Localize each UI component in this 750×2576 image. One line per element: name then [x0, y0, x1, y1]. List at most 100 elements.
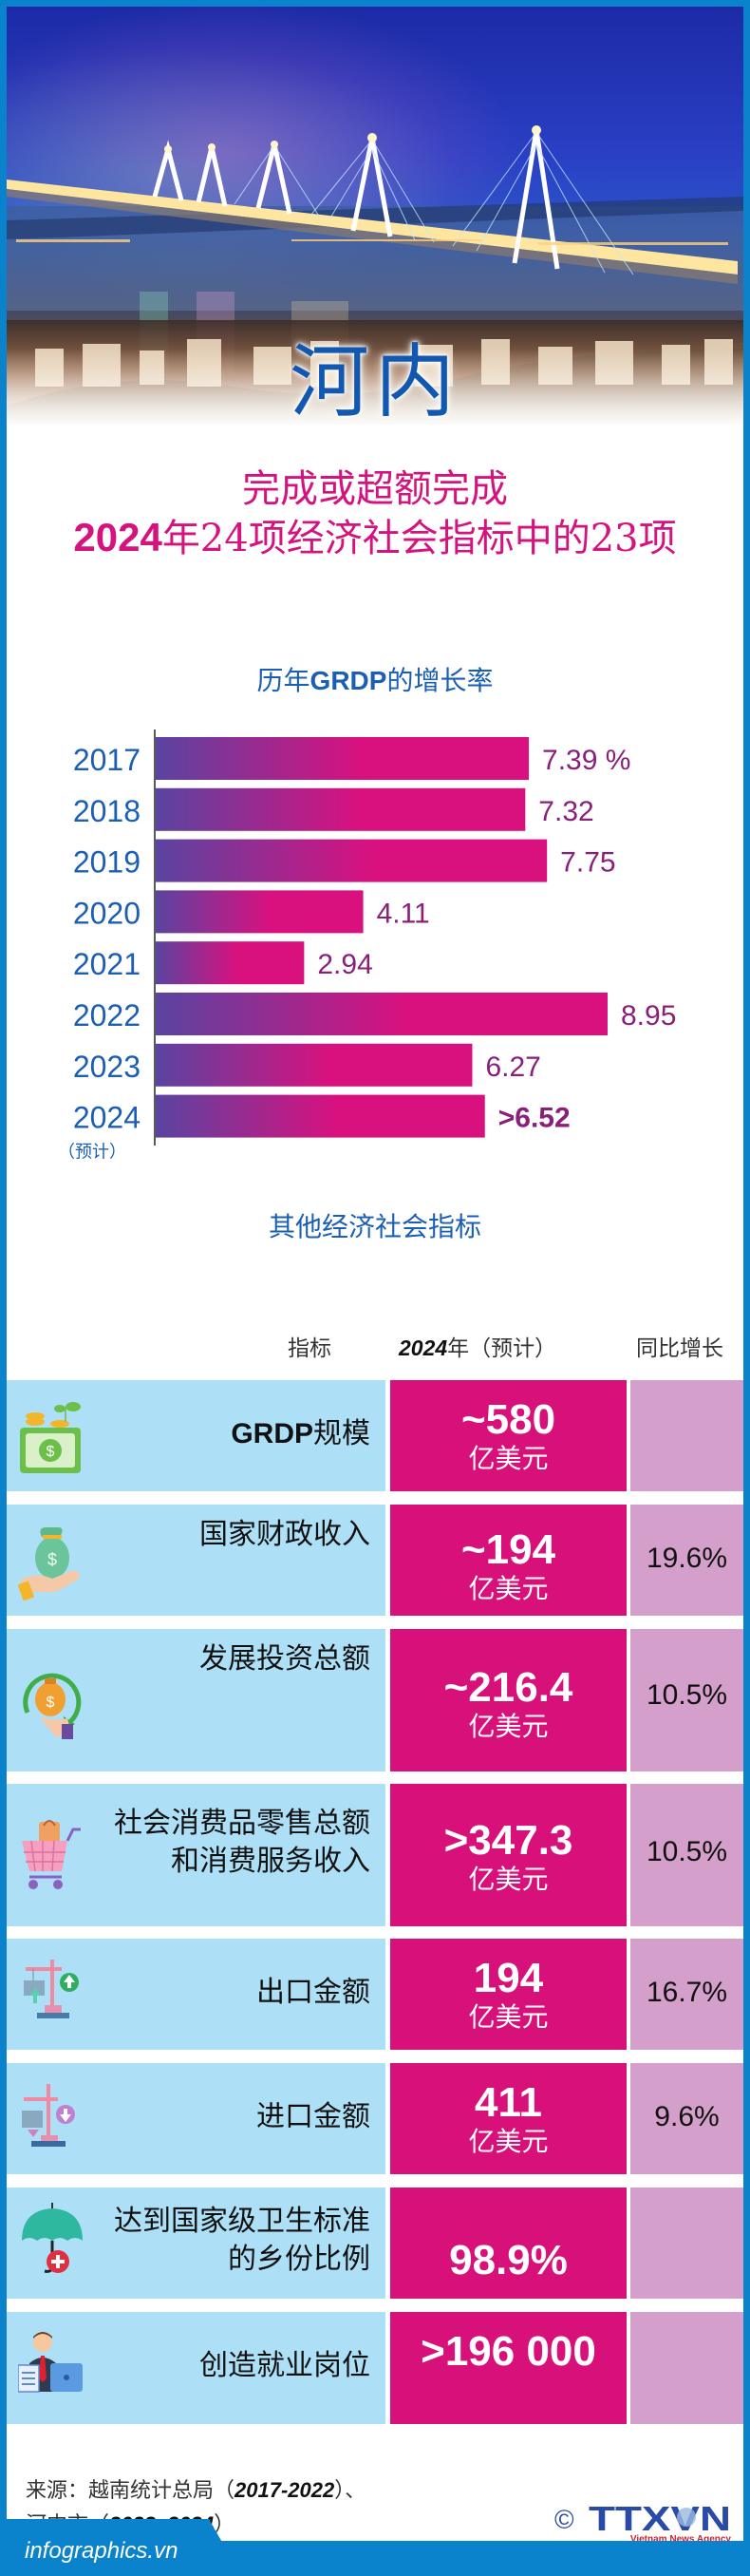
chart-title-bold: GRDP: [309, 666, 387, 695]
yoy-cell: [630, 1380, 743, 1491]
chart-title-suffix: 的增长率: [386, 665, 494, 696]
value: >347.3: [443, 1817, 573, 1864]
value: 411: [475, 2079, 542, 2126]
source-line2-suffix: ）: [214, 2513, 235, 2537]
header-indicator: 指标: [288, 1336, 331, 1361]
subtitle-line2: 2024年24项经济社会指标中的23项: [7, 507, 743, 562]
bar-2023: [156, 1043, 473, 1087]
chart-title-prefix: 历年: [256, 665, 310, 696]
unit: 亿美元: [468, 2001, 549, 2033]
yoy-value: 16.7%: [646, 1977, 728, 2008]
yoy-cell: 16.7%: [630, 1939, 743, 2050]
value-label-2017: 7.39 %: [542, 745, 630, 776]
yoy-value: 19.6%: [646, 1543, 728, 1574]
bar-2021: [156, 941, 305, 985]
value: 98.9%: [449, 2237, 568, 2283]
indicator-cell: $ 国家财政收入: [7, 1505, 385, 1616]
footer-band: [0, 2541, 750, 2576]
value-label-2024: >6.52: [498, 1103, 571, 1134]
footer-tab: [0, 2519, 224, 2546]
table-row: $ GRDP规模 ~580 亿美元: [7, 1380, 743, 1491]
svg-text:$: $: [47, 1695, 55, 1711]
yoy-cell: 10.5%: [630, 1784, 743, 1926]
yoy-cell: 9.6%: [630, 2063, 743, 2174]
bar-2022: [156, 993, 608, 1035]
infographic-frame: 河内 完成或超额完成 2024年24项经济社会指标中的23项 历年GRDP的增长…: [7, 7, 743, 2541]
value-cell: 411 亿美元: [390, 2063, 627, 2174]
city-title: 河内: [289, 335, 460, 428]
chart-title: 历年GRDP的增长率: [7, 660, 743, 698]
yoy-value: 10.5%: [646, 1836, 728, 1867]
money-growth-icon: $: [20, 1402, 81, 1473]
hero-image: [7, 7, 743, 434]
value-cell: >196 000: [390, 2312, 627, 2424]
bar-2019: [156, 839, 548, 882]
svg-text:$: $: [47, 1444, 55, 1460]
value-cell: ~216.4 亿美元: [390, 1629, 627, 1771]
indicator-label: GRDP规模: [231, 1415, 370, 1453]
table-row: 出口金额 194 亿美元 16.7%: [7, 1939, 743, 2050]
svg-text:$: $: [47, 1550, 57, 1569]
import-crane-icon: [22, 2084, 75, 2147]
value: ~580: [460, 1396, 556, 1443]
yoy-value: 10.5%: [646, 1679, 728, 1711]
year-label-2018: 2018: [73, 794, 141, 828]
indicator-cell: 达到国家级卫生标准 的乡份比例: [7, 2188, 385, 2299]
indicator-label-line2: 的乡份比例: [228, 2243, 370, 2276]
table-row: 社会消费品零售总额 和消费服务收入 >347.3 亿美元 10.5%: [7, 1784, 743, 1926]
source-line1: 来源：越南统计总局（2017-2022）、: [26, 2473, 366, 2509]
indicator-label-line1: 社会消费品零售总额: [114, 1807, 370, 1840]
unit: 亿美元: [468, 1573, 549, 1604]
table-row: $ 发展投资总额 ~216.4 亿美元 10.5%: [7, 1629, 743, 1771]
indicator-label: 国家财政收入: [199, 1518, 370, 1551]
subtitle-year: 2024: [73, 515, 162, 559]
year-label-2017: 2017: [73, 743, 141, 777]
indicator-label-text: 规模: [313, 1417, 370, 1450]
year-label-2022: 2022: [73, 998, 141, 1032]
indicator-label: 进口金额: [256, 2100, 370, 2133]
indicator-label: 出口金额: [256, 1976, 370, 2009]
bar-2017: [156, 737, 530, 780]
value: ~216.4: [443, 1664, 573, 1711]
value-label-2021: 2.94: [317, 949, 372, 980]
export-crane-icon: [24, 1960, 79, 2018]
value-cell: ~194 亿美元: [390, 1505, 627, 1616]
unit: 亿美元: [468, 1864, 549, 1895]
bar-2018: [156, 787, 526, 831]
source-prefix: 来源：越南统计总局（: [26, 2479, 235, 2503]
header-year-bold: 2024: [399, 1335, 448, 1360]
value-label-2018: 7.32: [538, 796, 593, 827]
value-label-2019: 7.75: [560, 847, 615, 879]
yoy-value: 9.6%: [654, 2101, 720, 2132]
shopping-cart-icon: [22, 1820, 81, 1889]
forecast-note: （预计）: [58, 1143, 126, 1163]
year-label-2023: 2023: [73, 1050, 141, 1084]
logo-subtitle: Vietnam News Agency: [630, 2534, 732, 2544]
value-label-2020: 4.11: [377, 898, 430, 929]
table-title: 其他经济社会指标: [268, 1211, 481, 1242]
year-label-2024: 2024: [73, 1101, 141, 1135]
value-cell: 194 亿美元: [390, 1939, 627, 2050]
indicator-cell: 出口金额: [7, 1939, 385, 2050]
year-label-2021: 2021: [73, 947, 141, 981]
source-years1: 2017-2022: [234, 2478, 335, 2502]
indicator-label-bold: GRDP: [231, 1418, 313, 1449]
yoy-cell: [630, 2188, 743, 2299]
indicator-label: 发展投资总额: [199, 1642, 370, 1676]
table-row: $ 国家财政收入 ~194 亿美元 19.6%: [7, 1505, 743, 1616]
indicator-label-line2: 和消费服务收入: [171, 1845, 370, 1878]
header-year: 2024年（预计）: [399, 1330, 556, 1362]
investment-cycle-icon: $: [23, 1673, 82, 1739]
yoy-cell: 10.5%: [630, 1629, 743, 1771]
employee-icon: [18, 2332, 83, 2393]
table-row: 达到国家级卫生标准 的乡份比例 98.9%: [7, 2188, 743, 2299]
value-cell: >347.3 亿美元: [390, 1784, 627, 1926]
value: ~194: [460, 1526, 556, 1573]
money-bag-hand-icon: $: [18, 1527, 80, 1601]
bar-2024: [156, 1094, 485, 1138]
header-yoy: 同比增长: [636, 1336, 723, 1361]
indicator-label-line1: 达到国家级卫生标准: [114, 2205, 370, 2238]
site-link[interactable]: infographics.vn: [25, 2538, 178, 2564]
indicator-cell: 社会消费品零售总额 和消费服务收入: [7, 1784, 385, 1926]
yoy-cell: [630, 2312, 743, 2424]
